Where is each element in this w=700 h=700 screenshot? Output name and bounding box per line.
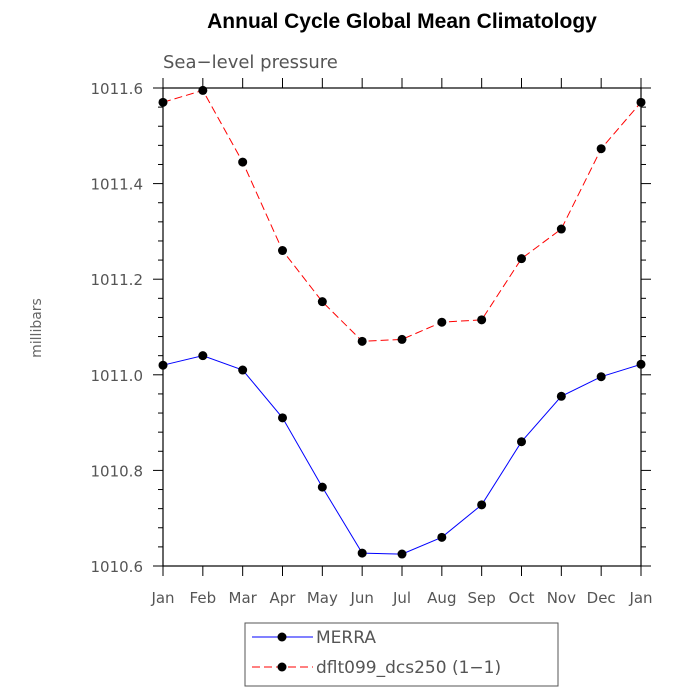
y-tick-label: 1011.4 (91, 176, 144, 194)
data-point (238, 157, 248, 167)
x-tick-label: Nov (547, 589, 576, 607)
x-tick-labels: Jan Feb Mar Apr May Jun Jul Aug Sep Oct Nov Dec Jan (150, 589, 652, 607)
data-point (596, 372, 606, 382)
data-point (158, 360, 168, 370)
y-tick-label: 1011.6 (91, 80, 144, 98)
axis-ticks (153, 78, 651, 576)
data-point (437, 317, 447, 327)
x-tick-label: May (307, 589, 338, 607)
series-layer (158, 85, 646, 559)
data-point (158, 97, 168, 107)
data-point (517, 254, 526, 264)
chart-subtitle: Sea−level pressure (163, 52, 338, 73)
data-point (317, 482, 327, 492)
x-tick-label: Aug (427, 589, 456, 607)
series-line-1 (162, 89, 642, 342)
data-point (198, 85, 208, 95)
x-tick-label: Sep (468, 589, 496, 607)
data-point (317, 297, 327, 307)
x-tick-label: Jul (392, 589, 411, 607)
x-tick-label: Jun (349, 589, 373, 607)
x-tick-label: Apr (270, 589, 297, 607)
x-tick-label: Oct (509, 589, 535, 607)
series-line-0 (162, 355, 642, 555)
legend-marker-dflt (277, 662, 287, 672)
data-point (238, 365, 248, 375)
y-tick-label: 1010.8 (91, 462, 144, 480)
data-point (397, 334, 407, 344)
data-point (198, 351, 208, 361)
data-point (437, 532, 447, 542)
y-tick-label: 1011.0 (91, 367, 144, 385)
data-point (636, 97, 646, 107)
data-point (278, 246, 287, 256)
legend-marker-merra (277, 632, 287, 642)
y-tick-labels: 1010.6 1010.8 1011.0 1011.2 1011.4 1011.6 (91, 80, 144, 576)
legend-label-merra: MERRA (316, 628, 376, 648)
y-tick-label: 1011.2 (91, 271, 144, 289)
chart-title: Annual Cycle Global Mean Climatology (207, 10, 597, 33)
data-point (357, 548, 367, 558)
data-point (556, 224, 566, 234)
x-tick-label: Jan (628, 589, 652, 607)
data-point (636, 359, 646, 369)
data-point (477, 500, 487, 510)
data-point (278, 413, 287, 423)
y-axis-label: millibars (29, 298, 45, 358)
data-point (556, 391, 566, 401)
legend-label-dflt: dflt099_dcs250 (1−1) (316, 658, 501, 678)
data-point (357, 336, 367, 346)
legend-box (244, 622, 559, 687)
data-point (397, 549, 407, 559)
x-tick-label: Mar (229, 589, 258, 607)
data-point (517, 437, 526, 447)
data-point (596, 144, 606, 154)
x-tick-label: Jan (150, 589, 174, 607)
data-point (477, 315, 487, 325)
x-tick-label: Feb (190, 589, 217, 607)
y-tick-label: 1010.6 (91, 558, 144, 576)
x-tick-label: Dec (587, 589, 616, 607)
legend: MERRA dflt099_dcs250 (1−1) (244, 622, 559, 687)
plot-frame (162, 87, 642, 567)
